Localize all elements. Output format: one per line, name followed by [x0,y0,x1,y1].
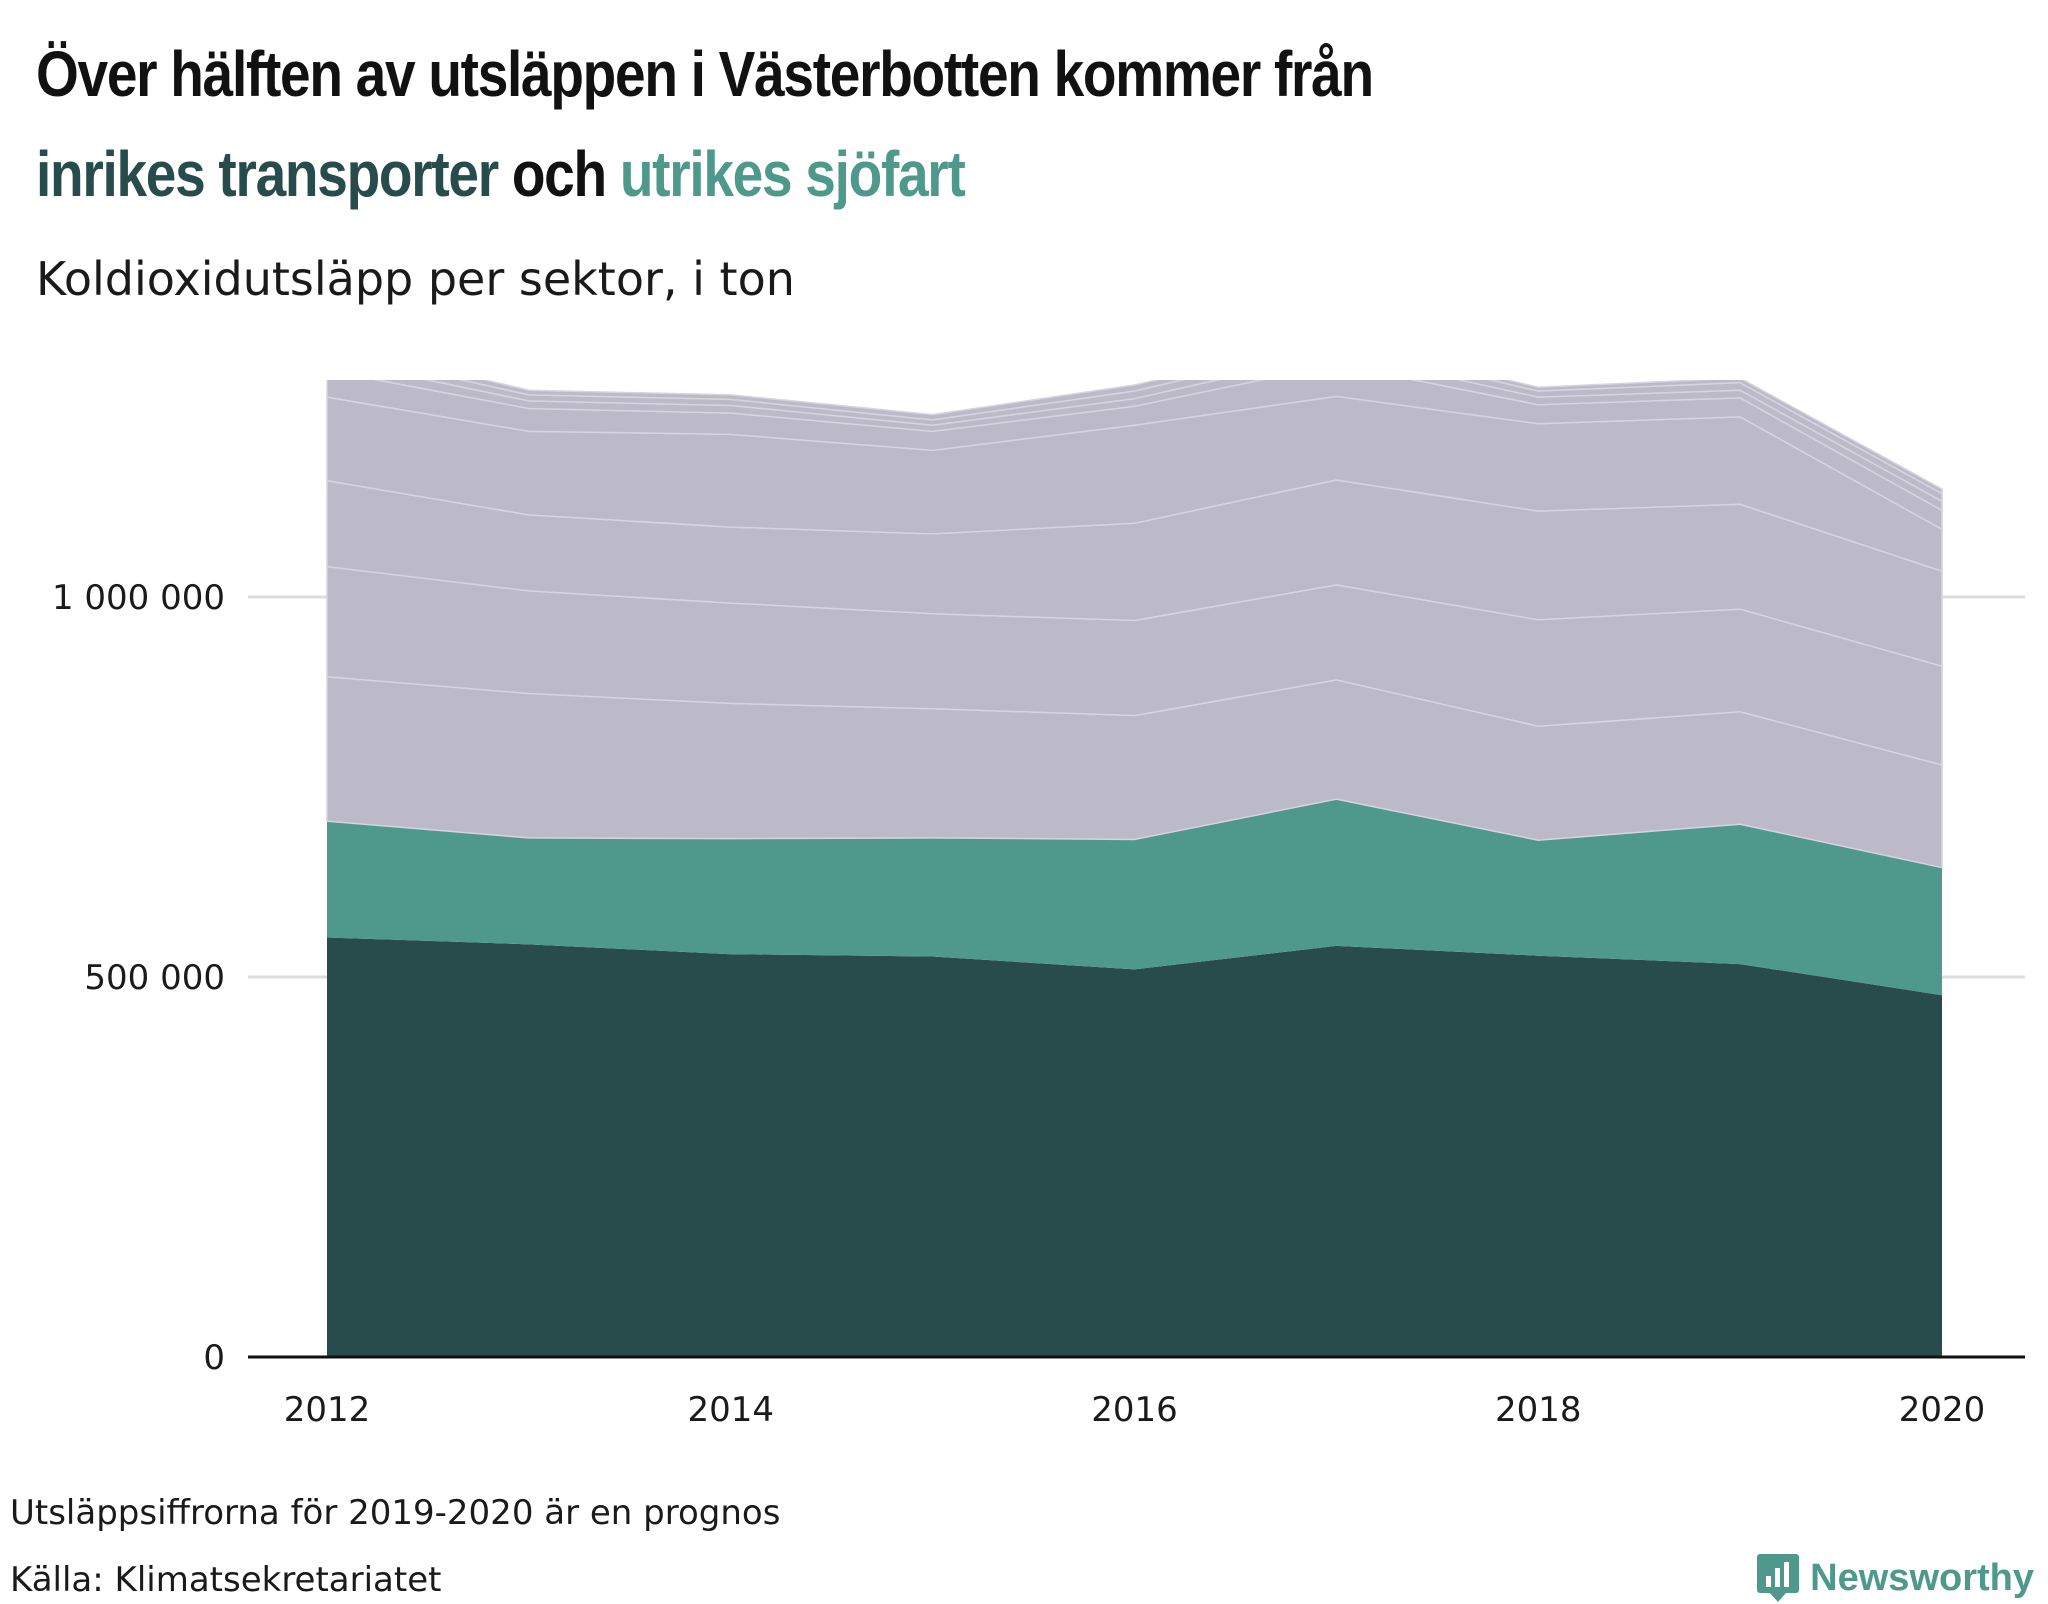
y-axis: 0 500 000 1 000 000 [52,578,225,1378]
title-highlight-inrikes-transporter: inrikes transporter [36,138,499,210]
x-tick-label: 2020 [1899,1390,1986,1430]
source-text: Källa: Klimatsekretariatet [10,1560,442,1600]
y-tick-label: 1 000 000 [52,578,225,618]
area-utrikes-sjofart-1 [327,799,1942,996]
area-other-9 [458,380,1943,495]
area-chart: 0 500 000 1 000 000 2012 2014 2016 2018 2020 [52,380,2025,1430]
newsworthy-logo: Newsworthy [1756,1552,2034,1604]
forecast-note: Utsläppsiffrorna för 2019-2020 är en pro… [10,1493,781,1533]
title-part-och: och [497,138,620,210]
stacked-areas [326,380,1943,1357]
y-tick-label: 500 000 [84,958,225,998]
x-tick-label: 2012 [284,1390,371,1430]
area-inrikes-transporter-0 [327,937,1942,1357]
x-tick-label: 2018 [1495,1390,1582,1430]
y-tick-label: 0 [203,1338,225,1378]
chart-subtitle: Koldioxidutsläpp per sektor, i ton [36,252,795,306]
title-part-1: Över hälften av utsläppen i Västerbotten… [36,38,1374,110]
newsworthy-logo-icon [1757,1554,1800,1602]
chart-title: Över hälften av utsläppen i Västerbotten… [36,24,1722,224]
x-axis: 2012 2014 2016 2018 2020 [248,1355,2025,1430]
title-highlight-utrikes-sjofart: utrikes sjöfart [619,138,966,210]
newsworthy-logo-text: Newsworthy [1810,1556,2034,1599]
x-tick-label: 2014 [687,1390,774,1430]
x-tick-label: 2016 [1091,1390,1178,1430]
